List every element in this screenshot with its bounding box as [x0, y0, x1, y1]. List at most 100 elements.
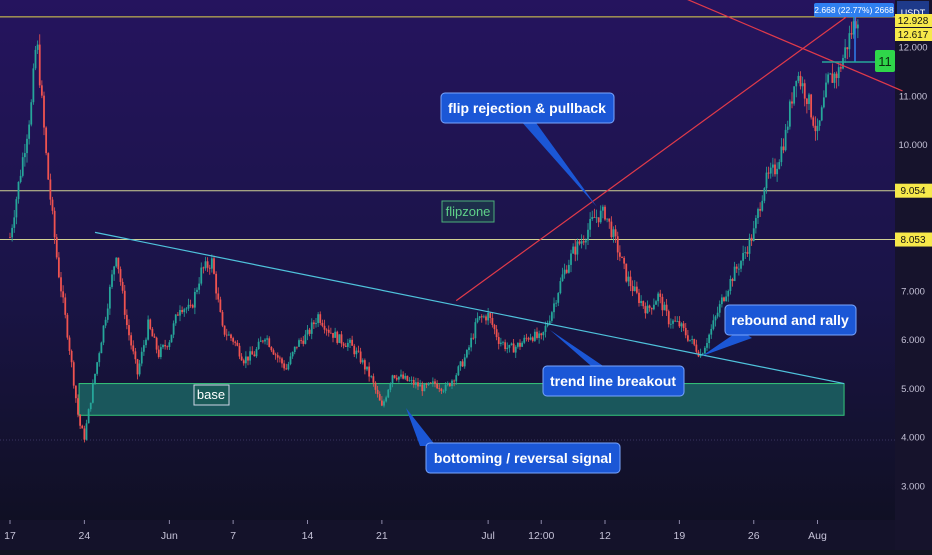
candle-body — [51, 199, 54, 211]
candle-body — [812, 117, 815, 126]
candle-body — [431, 381, 434, 383]
candle-body — [616, 236, 619, 253]
candle-body — [402, 374, 405, 379]
candle-body — [259, 340, 262, 342]
candle-body — [164, 345, 167, 347]
candle-body — [389, 383, 392, 390]
candle-body — [221, 312, 224, 326]
candle-body — [574, 246, 577, 255]
candle-body — [304, 334, 307, 344]
candle-body — [302, 340, 305, 344]
callout-flip[interactable]: flip rejection & pullback — [440, 92, 615, 124]
candle-body — [183, 309, 186, 313]
candle-body — [733, 266, 736, 282]
candle-body — [550, 312, 553, 321]
time-axis-panel — [0, 520, 895, 550]
candle-body — [361, 360, 364, 363]
candle-body — [123, 290, 126, 315]
candle-body — [491, 317, 494, 325]
candle-body — [325, 329, 328, 331]
price-tag-12928 — [895, 14, 932, 27]
trend-line-upper-resistance — [687, 0, 903, 92]
candle-body — [368, 366, 371, 377]
candle-body — [723, 297, 725, 301]
callout-breakout[interactable]: trend line breakout — [542, 365, 685, 397]
candle-body — [380, 400, 383, 406]
measure-tool — [822, 12, 875, 63]
candle-body — [672, 320, 674, 324]
candle-body — [272, 350, 275, 355]
x-tick-label: 19 — [674, 530, 686, 542]
candle-body — [646, 305, 649, 314]
candle-body — [761, 200, 764, 211]
candle-body — [465, 350, 468, 358]
candle-body — [570, 253, 572, 265]
candle-body — [533, 331, 536, 341]
candle-body — [425, 384, 428, 385]
candle-body — [642, 301, 645, 307]
candle-body — [731, 279, 734, 282]
candle-body — [253, 354, 256, 357]
candle-body — [801, 83, 804, 87]
candle-body — [842, 57, 844, 69]
candle-body — [587, 229, 589, 241]
candle-body — [557, 293, 560, 303]
candle-body — [306, 329, 309, 335]
pointer-breakout — [550, 330, 612, 372]
candle-body — [567, 264, 570, 273]
candle-body — [117, 257, 120, 270]
candle-body — [476, 318, 479, 323]
candle-body — [257, 341, 260, 350]
candle-body — [487, 312, 490, 321]
candle-body — [678, 320, 681, 327]
candle-body — [342, 343, 345, 346]
candle-body — [36, 44, 39, 50]
callout-breakout-text: trend line breakout — [550, 373, 676, 389]
candle-body — [293, 346, 296, 352]
candle-body — [193, 292, 196, 308]
candle-body — [62, 291, 65, 298]
candle-body — [255, 349, 258, 357]
candle-body — [281, 358, 283, 364]
candle-body — [64, 297, 67, 315]
candle-body — [493, 324, 496, 330]
candle-body — [310, 322, 313, 334]
candle-body — [427, 382, 430, 385]
candle-body — [102, 325, 105, 343]
candle-body — [153, 336, 156, 338]
level-tag-8053-text: 8.053 — [900, 235, 925, 246]
candle-body — [754, 218, 757, 229]
candle-body — [652, 304, 655, 310]
candle-body — [665, 304, 668, 312]
candle-body — [693, 339, 696, 345]
candle-body — [266, 338, 269, 340]
candle-body — [444, 384, 447, 391]
candle-body — [782, 146, 785, 151]
candle-body — [113, 266, 116, 275]
candle-body — [844, 47, 847, 58]
candle-body — [555, 302, 558, 304]
candle-body — [38, 44, 41, 86]
candle-body — [650, 307, 653, 310]
callout-bottoming[interactable]: bottoming / reversal signal — [425, 442, 621, 474]
candle-body — [387, 389, 390, 398]
callout-rebound[interactable]: rebound and rally — [724, 304, 857, 336]
candle-body — [108, 286, 111, 309]
measure-tag-text: 2.668 (22.77%) 2668 — [814, 5, 894, 15]
candle-body — [810, 94, 813, 118]
candle-body — [168, 342, 171, 348]
candle-body — [15, 199, 18, 218]
candle-body — [9, 237, 11, 239]
candle-body — [750, 237, 753, 241]
candle-body — [121, 281, 124, 291]
candle-body — [83, 428, 86, 440]
candle-body — [111, 274, 113, 287]
candle-body — [19, 175, 22, 182]
candle-body — [769, 167, 772, 174]
candle-body — [589, 219, 592, 230]
candle-body — [746, 252, 749, 254]
candle-body — [831, 73, 834, 83]
candle-body — [210, 258, 213, 269]
